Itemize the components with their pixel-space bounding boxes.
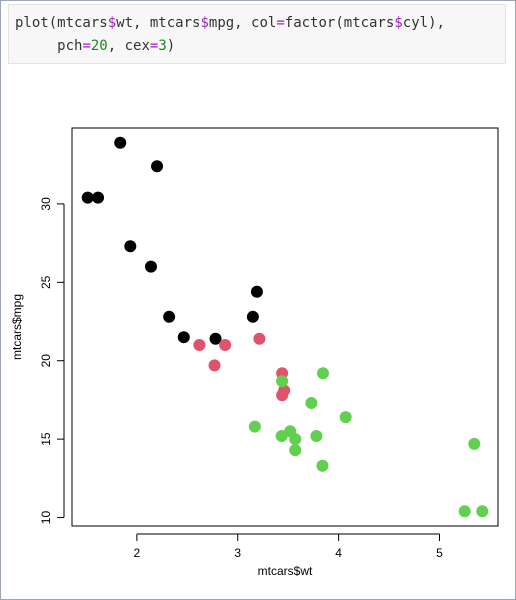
y-tick-label: 25 (39, 275, 53, 289)
x-axis-label: mtcars$wt (258, 564, 313, 578)
point (316, 367, 329, 380)
y-tick-label: 20 (39, 354, 53, 368)
x-tick-label: 4 (335, 546, 342, 560)
x-tick-label: 3 (234, 546, 241, 560)
point (276, 375, 289, 388)
point (289, 433, 302, 446)
point (250, 285, 263, 298)
x-tick-label: 2 (134, 546, 141, 560)
point (209, 332, 222, 345)
point (310, 429, 323, 442)
point (253, 332, 266, 345)
point (276, 389, 289, 402)
y-tick-label: 15 (39, 432, 53, 446)
point (246, 310, 259, 323)
code-line: pch=20, cex=3) (15, 38, 176, 54)
point (124, 240, 137, 253)
point (248, 420, 261, 433)
point (476, 505, 489, 518)
chart: mtcars$wt mtcars$mpg 2 3 4 5 10 15 20 25 30 (10, 127, 499, 578)
point (114, 136, 127, 149)
point (219, 339, 232, 352)
point (316, 459, 329, 472)
point (177, 331, 190, 344)
point (81, 191, 94, 204)
point (305, 397, 318, 410)
point (163, 310, 176, 323)
point (289, 444, 302, 457)
point (92, 191, 105, 204)
point (468, 437, 481, 450)
point (151, 160, 164, 173)
point (458, 505, 471, 518)
y-tick-label: 10 (39, 511, 53, 525)
code-line: plot(mtcars$wt, mtcars$mpg, col=factor(m… (15, 15, 445, 31)
plot-box (71, 127, 499, 527)
x-tick-label: 5 (436, 546, 443, 560)
y-axis-label: mtcars$mpg (10, 294, 24, 360)
point (193, 339, 206, 352)
code-block: plot(mtcars$wt, mtcars$mpg, col=factor(m… (8, 4, 506, 64)
point (275, 429, 288, 442)
point (144, 260, 157, 273)
point (339, 411, 352, 424)
point (208, 359, 221, 372)
y-tick-label: 30 (39, 197, 53, 211)
